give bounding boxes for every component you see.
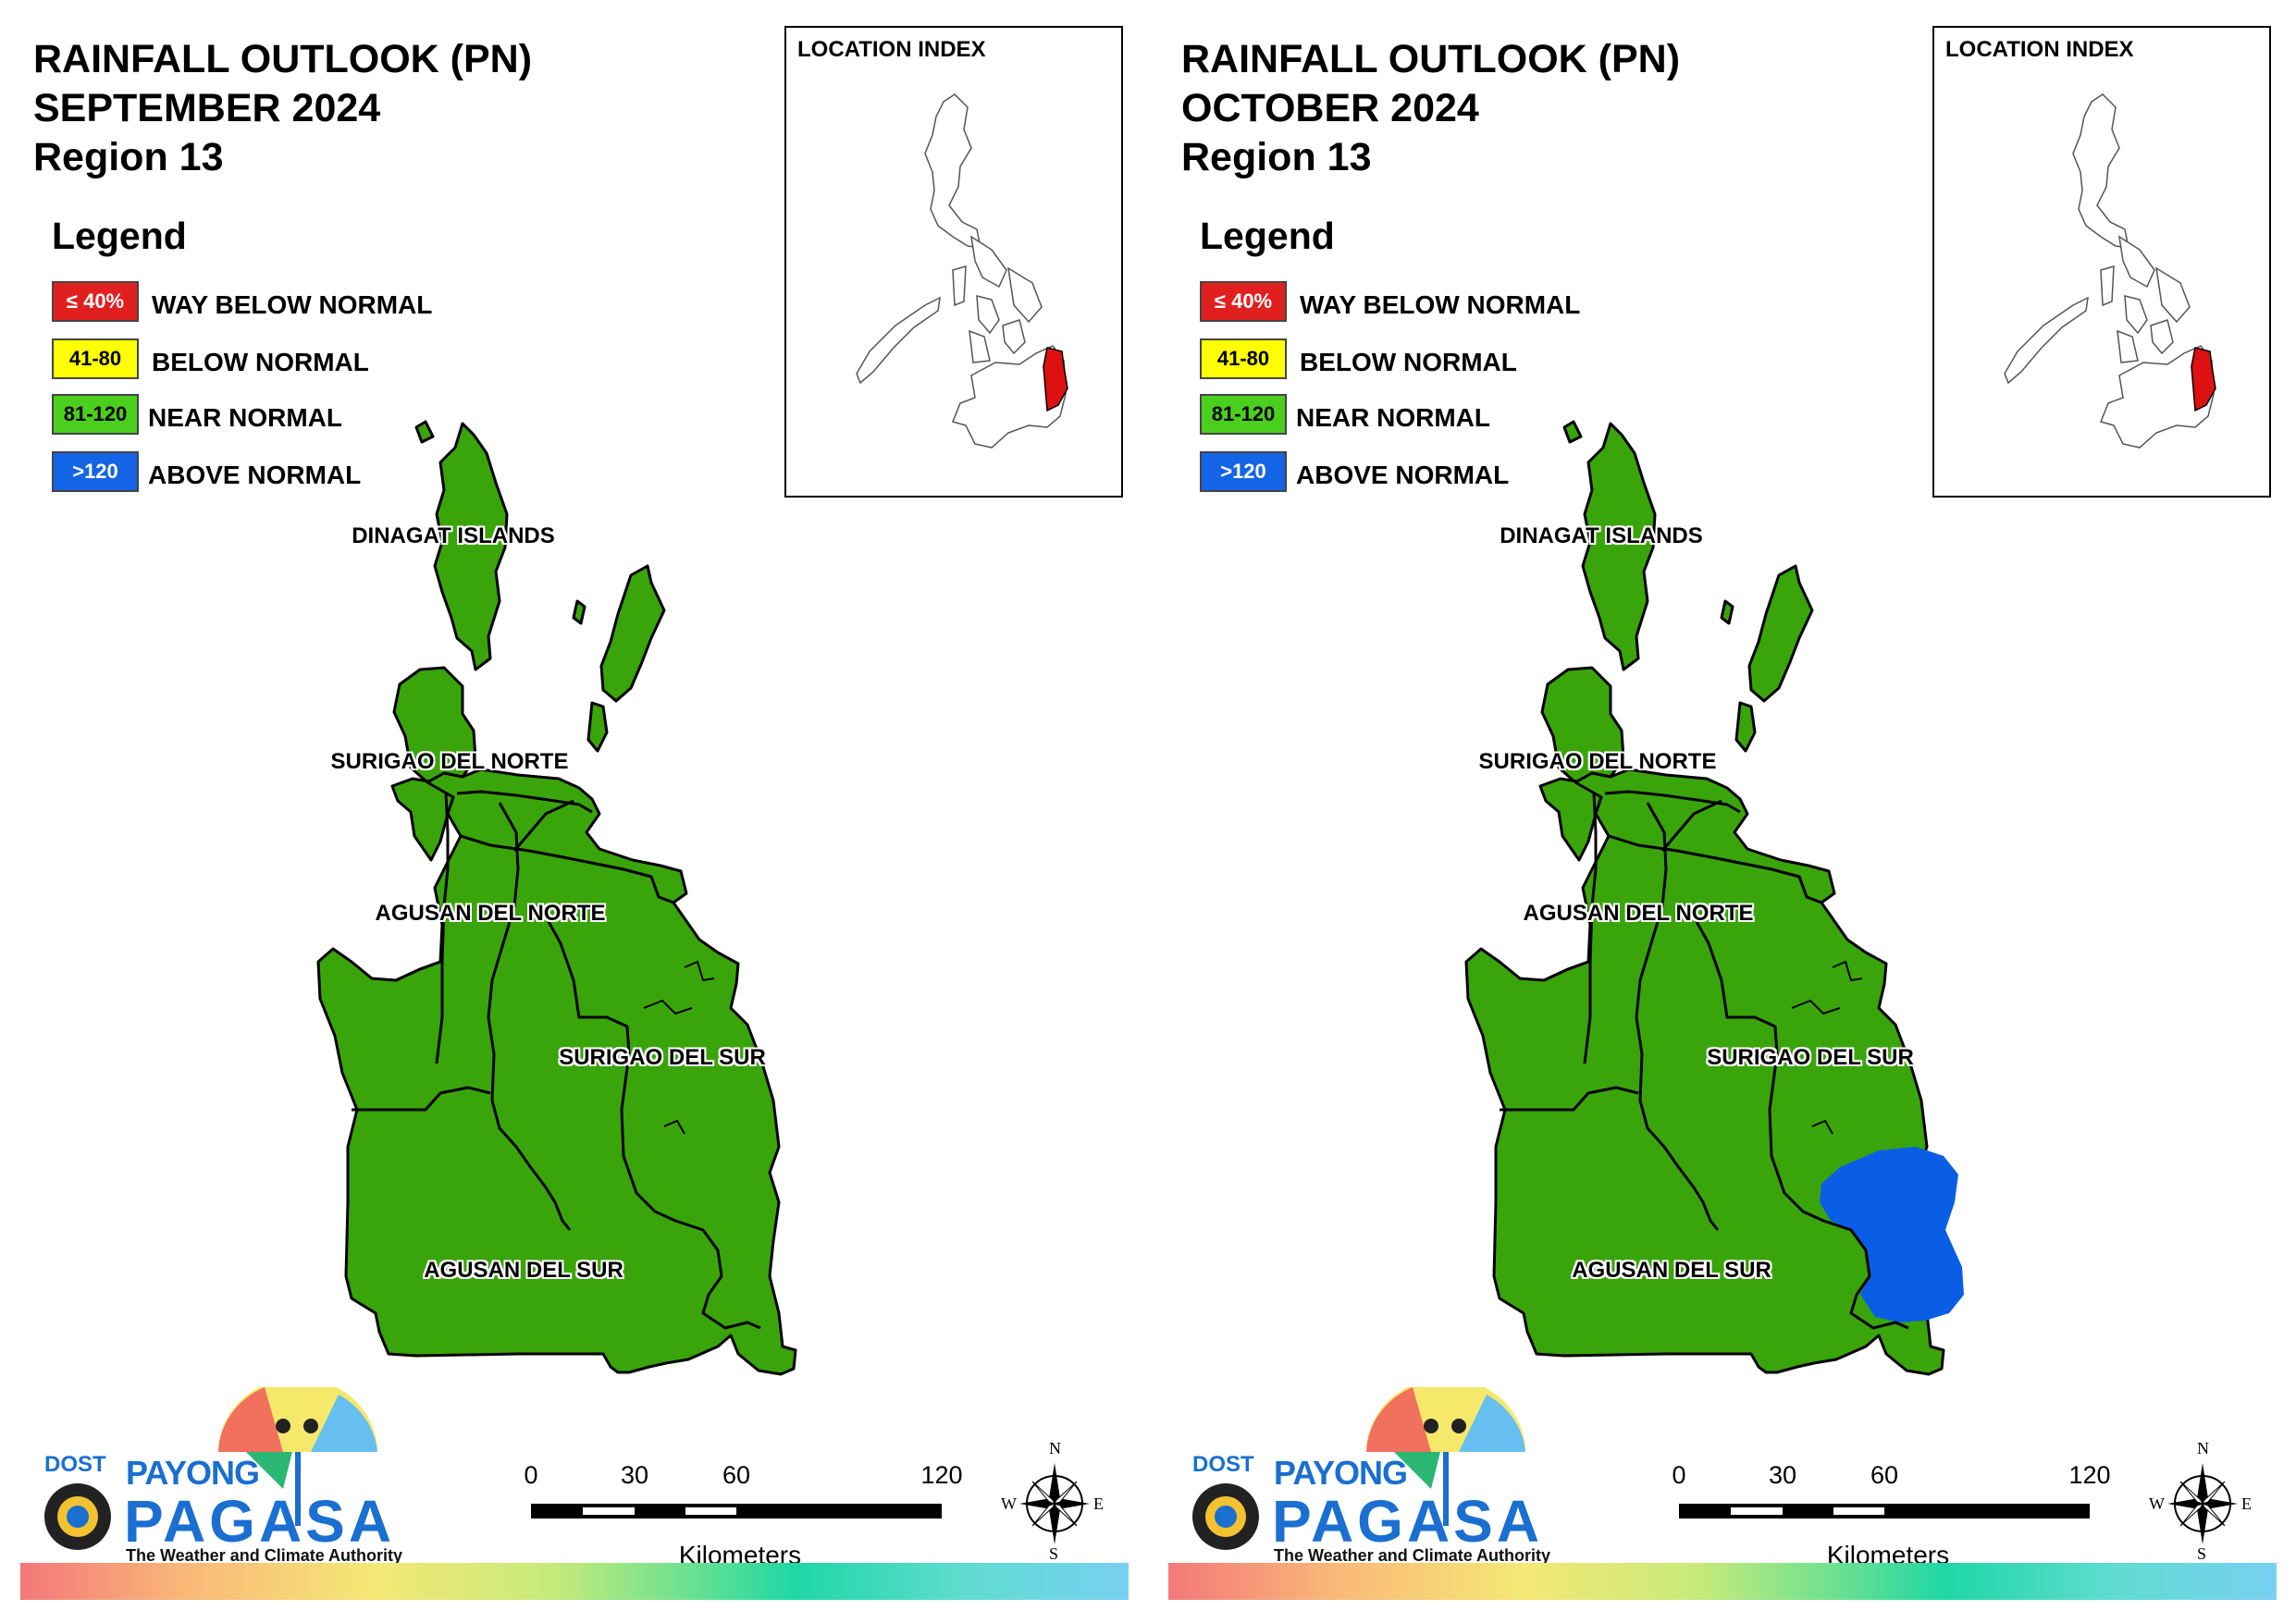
compass-rose-icon: N S E W: [2149, 1439, 2258, 1563]
province-label-surigao-del-norte: SURIGAO DEL NORTE: [330, 749, 569, 774]
scale-tick-label: 60: [722, 1461, 751, 1489]
location-index-title: LOCATION INDEX: [1945, 37, 2134, 62]
province-label-surigao-del-sur: SURIGAO DEL SUR: [1707, 1045, 1914, 1070]
title-line-2: OCTOBER 2024: [1181, 86, 1479, 130]
scale-bar: 0 30 60 120 Kilometers: [1666, 1461, 2129, 1569]
footer-gradient-bar: [1168, 1563, 2277, 1600]
logo-payong-text: PAYONG: [1274, 1454, 1408, 1492]
scale-tick-label: 60: [1870, 1461, 1899, 1489]
province-fill-near-normal: [316, 420, 797, 1376]
scale-tick-label: 120: [2068, 1461, 2111, 1489]
legend-label: WAY BELOW NORMAL: [152, 290, 433, 319]
province-label-dinagat-islands: DINAGAT ISLANDS: [352, 523, 555, 548]
legend-label: BELOW NORMAL: [152, 348, 369, 376]
compass-w: W: [2149, 1494, 2165, 1513]
province-label-agusan-del-sur: AGUSAN DEL SUR: [424, 1258, 623, 1283]
payong-pagasa-logo: DOST PAYONG PAGASA The Weather and Clima…: [33, 1387, 403, 1572]
scale-tick-label: 120: [920, 1461, 963, 1489]
legend-swatch: 81-120: [1200, 394, 1287, 435]
payong-pagasa-logo: DOST PAYONG PAGASA The Weather and Clima…: [1181, 1387, 1551, 1572]
coastline-details: [1791, 960, 1863, 1135]
legend-label: WAY BELOW NORMAL: [1300, 290, 1581, 319]
region-13-highlight: [1043, 347, 1068, 412]
legend-label: BELOW NORMAL: [1300, 348, 1517, 376]
scale-tick-label: 0: [1672, 1461, 1686, 1489]
outlook-panel-september: RAINFALL OUTLOOK (PN) SEPTEMBER 2024 Reg…: [20, 26, 1129, 1600]
north-arrow-icon: [1019, 1463, 1090, 1544]
scale-bar-graphic: [1679, 1504, 2090, 1518]
legend-label: ABOVE NORMAL: [148, 461, 362, 489]
logo-tagline: The Weather and Climate Authority: [126, 1546, 403, 1565]
region-13-map: [316, 420, 797, 1376]
logo-dost-text: DOST: [1192, 1452, 1254, 1477]
legend-label: NEAR NORMAL: [1296, 403, 1490, 432]
philippines-index-map: [2004, 93, 2216, 449]
legend-heading: Legend: [52, 215, 187, 257]
compass-e: E: [1093, 1494, 1104, 1513]
legend-swatch: 41-80: [52, 338, 139, 379]
region-13-highlight: [2191, 347, 2216, 412]
legend-swatch: >120: [1200, 451, 1287, 492]
compass-n: N: [1049, 1439, 1061, 1457]
north-arrow-icon: [2167, 1463, 2238, 1544]
location-index-inset: LOCATION INDEX: [784, 26, 1123, 498]
compass-s: S: [1049, 1544, 1059, 1563]
legend-label: ABOVE NORMAL: [1296, 461, 1510, 489]
legend-label: NEAR NORMAL: [148, 403, 342, 432]
scale-tick-label: 0: [524, 1461, 538, 1489]
compass-s: S: [2197, 1544, 2207, 1563]
legend-swatch: 41-80: [1200, 338, 1287, 379]
province-label-surigao-del-norte: SURIGAO DEL NORTE: [1478, 749, 1717, 774]
umbrella-icon: [44, 1387, 377, 1550]
legend-swatch: 81-120: [52, 394, 139, 435]
title-line-3: Region 13: [1181, 135, 1372, 179]
umbrella-icon: [1192, 1387, 1525, 1550]
logo-payong-text: PAYONG: [126, 1454, 260, 1492]
compass-rose-icon: N S E W: [1001, 1439, 1110, 1563]
map-title: RAINFALL OUTLOOK (PN) SEPTEMBER 2024 Reg…: [33, 35, 532, 182]
province-boundaries: [1500, 790, 1909, 1330]
above-normal-zone: [1820, 1147, 1964, 1322]
map-title: RAINFALL OUTLOOK (PN) OCTOBER 2024 Regio…: [1181, 35, 1680, 182]
legend-swatch: >120: [52, 451, 139, 492]
legend-heading: Legend: [1200, 215, 1335, 257]
logo-tagline: The Weather and Climate Authority: [1274, 1546, 1551, 1565]
province-label-agusan-del-norte: AGUSAN DEL NORTE: [375, 901, 606, 926]
region-13-map: [1464, 420, 1964, 1376]
province-label-agusan-del-norte: AGUSAN DEL NORTE: [1523, 901, 1754, 926]
title-line-1: RAINFALL OUTLOOK (PN): [33, 37, 533, 81]
outlook-panel-october: RAINFALL OUTLOOK (PN) OCTOBER 2024 Regio…: [1148, 0, 2296, 1623]
logo-pagasa-text: PAGASA: [1272, 1488, 1544, 1555]
compass-n: N: [2197, 1439, 2209, 1457]
scale-bar-graphic: [531, 1504, 942, 1518]
compass-w: W: [1001, 1494, 1017, 1513]
location-index-inset: LOCATION INDEX: [1932, 26, 2271, 498]
philippines-index-map: [856, 93, 1068, 449]
province-fill-near-normal: [1464, 420, 1945, 1376]
scale-tick-label: 30: [1768, 1461, 1797, 1489]
legend-swatch: ≤ 40%: [1200, 281, 1287, 322]
province-label-dinagat-islands: DINAGAT ISLANDS: [1500, 523, 1703, 548]
coastline-details: [643, 960, 715, 1135]
province-boundaries: [352, 790, 761, 1330]
title-line-2: SEPTEMBER 2024: [33, 86, 381, 130]
location-index-title: LOCATION INDEX: [797, 37, 986, 62]
logo-dost-text: DOST: [44, 1452, 106, 1477]
compass-e: E: [2241, 1494, 2252, 1513]
logo-pagasa-text: PAGASA: [124, 1488, 396, 1555]
legend-swatch: ≤ 40%: [52, 281, 139, 322]
above-normal-area: [1820, 1147, 1964, 1322]
title-line-1: RAINFALL OUTLOOK (PN): [1181, 37, 1681, 81]
title-line-3: Region 13: [33, 135, 224, 179]
footer-gradient-bar: [20, 1563, 1129, 1600]
province-label-surigao-del-sur: SURIGAO DEL SUR: [559, 1045, 766, 1070]
scale-tick-label: 30: [620, 1461, 649, 1489]
province-label-agusan-del-sur: AGUSAN DEL SUR: [1572, 1258, 1771, 1283]
scale-bar: 0 30 60 120 Kilometers: [518, 1461, 981, 1569]
